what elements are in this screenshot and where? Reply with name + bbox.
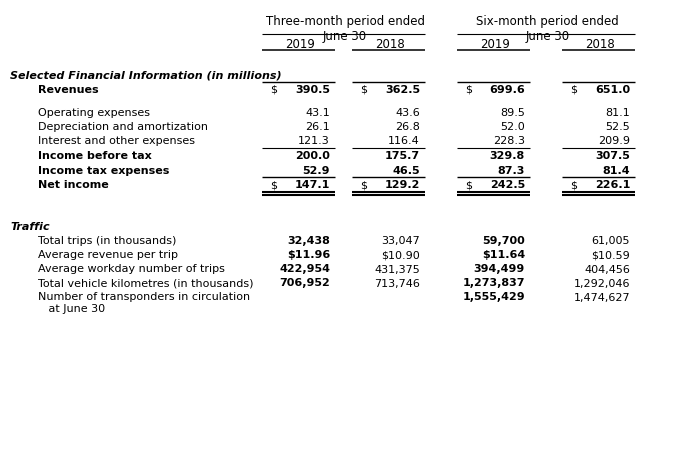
Text: $: $ <box>360 180 367 189</box>
Text: 52.9: 52.9 <box>302 165 330 175</box>
Text: 61,005: 61,005 <box>592 236 630 246</box>
Text: 706,952: 706,952 <box>279 278 330 288</box>
Text: $: $ <box>360 85 367 95</box>
Text: 43.6: 43.6 <box>395 107 420 117</box>
Text: Net income: Net income <box>38 180 108 189</box>
Text: $10.59: $10.59 <box>592 250 630 260</box>
Text: 307.5: 307.5 <box>595 150 630 161</box>
Text: 116.4: 116.4 <box>389 136 420 146</box>
Text: 129.2: 129.2 <box>384 180 420 189</box>
Text: Selected Financial Information (in millions): Selected Financial Information (in milli… <box>10 71 281 81</box>
Text: $11.96: $11.96 <box>287 250 330 260</box>
Text: Income tax expenses: Income tax expenses <box>38 165 169 175</box>
Text: 404,456: 404,456 <box>584 264 630 274</box>
Text: Interest and other expenses: Interest and other expenses <box>38 136 195 146</box>
Text: Number of transponders in circulation
   at June 30: Number of transponders in circulation at… <box>38 292 250 313</box>
Text: Traffic: Traffic <box>10 222 50 232</box>
Text: 147.1: 147.1 <box>295 180 330 189</box>
Text: Revenues: Revenues <box>38 85 99 95</box>
Text: 431,375: 431,375 <box>374 264 420 274</box>
Text: 32,438: 32,438 <box>287 236 330 246</box>
Text: Income before tax: Income before tax <box>38 150 152 161</box>
Text: 1,273,837: 1,273,837 <box>463 278 525 288</box>
Text: $: $ <box>270 180 277 189</box>
Text: Average revenue per trip: Average revenue per trip <box>38 250 178 260</box>
Text: 200.0: 200.0 <box>295 150 330 161</box>
Text: 209.9: 209.9 <box>598 136 630 146</box>
Text: 52.0: 52.0 <box>500 122 525 131</box>
Text: 390.5: 390.5 <box>295 85 330 95</box>
Text: Depreciation and amortization: Depreciation and amortization <box>38 122 208 131</box>
Text: 89.5: 89.5 <box>500 107 525 117</box>
Text: 2018: 2018 <box>585 38 615 51</box>
Text: 1,555,429: 1,555,429 <box>463 292 525 302</box>
Text: 713,746: 713,746 <box>374 278 420 288</box>
Text: 87.3: 87.3 <box>498 165 525 175</box>
Text: 329.8: 329.8 <box>490 150 525 161</box>
Text: 33,047: 33,047 <box>382 236 420 246</box>
Text: $: $ <box>465 180 472 189</box>
Text: 394,499: 394,499 <box>474 264 525 274</box>
Text: 2018: 2018 <box>375 38 405 51</box>
Text: 46.5: 46.5 <box>393 165 420 175</box>
Text: Total trips (in thousands): Total trips (in thousands) <box>38 236 176 246</box>
Text: $: $ <box>570 85 577 95</box>
Text: 175.7: 175.7 <box>385 150 420 161</box>
Text: 52.5: 52.5 <box>606 122 630 131</box>
Text: Total vehicle kilometres (in thousands): Total vehicle kilometres (in thousands) <box>38 278 253 288</box>
Text: 1,292,046: 1,292,046 <box>573 278 630 288</box>
Text: 81.4: 81.4 <box>603 165 630 175</box>
Text: $11.64: $11.64 <box>482 250 525 260</box>
Text: 26.1: 26.1 <box>305 122 330 131</box>
Text: $10.90: $10.90 <box>382 250 420 260</box>
Text: 43.1: 43.1 <box>305 107 330 117</box>
Text: Average workday number of trips: Average workday number of trips <box>38 264 225 274</box>
Text: 699.6: 699.6 <box>489 85 525 95</box>
Text: 226.1: 226.1 <box>594 180 630 189</box>
Text: 26.8: 26.8 <box>395 122 420 131</box>
Text: Operating expenses: Operating expenses <box>38 107 150 117</box>
Text: 422,954: 422,954 <box>279 264 330 274</box>
Text: 2019: 2019 <box>285 38 315 51</box>
Text: $: $ <box>570 180 577 189</box>
Text: 228.3: 228.3 <box>493 136 525 146</box>
Text: 362.5: 362.5 <box>385 85 420 95</box>
Text: 1,474,627: 1,474,627 <box>573 292 630 302</box>
Text: $: $ <box>270 85 277 95</box>
Text: Three-month period ended
June 30: Three-month period ended June 30 <box>265 15 424 43</box>
Text: 121.3: 121.3 <box>298 136 330 146</box>
Text: 242.5: 242.5 <box>490 180 525 189</box>
Text: Six-month period ended
June 30: Six-month period ended June 30 <box>476 15 619 43</box>
Text: 651.0: 651.0 <box>595 85 630 95</box>
Text: 81.1: 81.1 <box>606 107 630 117</box>
Text: 2019: 2019 <box>480 38 510 51</box>
Text: $: $ <box>465 85 472 95</box>
Text: 59,700: 59,700 <box>482 236 525 246</box>
